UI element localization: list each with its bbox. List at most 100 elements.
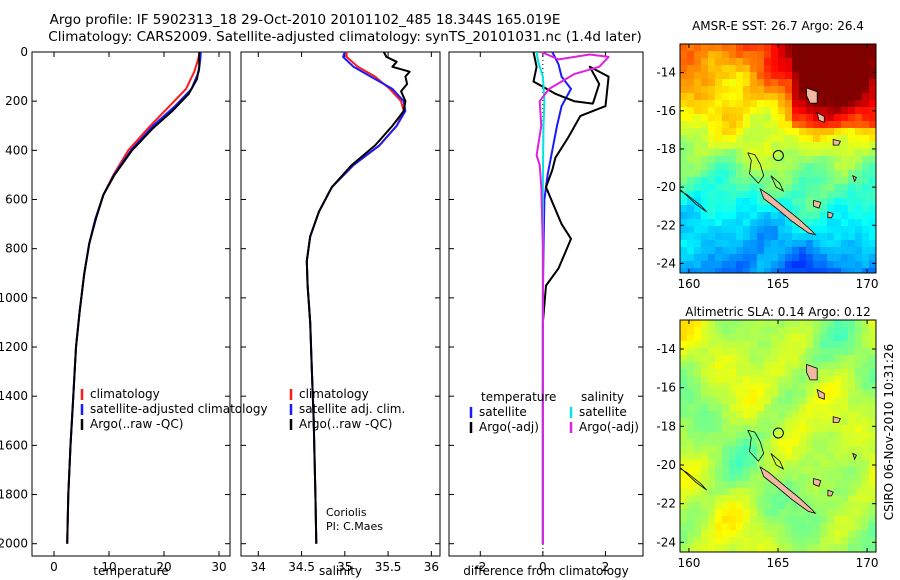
sst-cell [680,198,688,206]
sla-cell [834,355,842,363]
sla-cell [841,341,849,349]
sst-cell [722,100,730,108]
sla-cell [715,320,723,328]
sst-cell [820,100,828,108]
sst-cell [834,156,842,164]
sst-cell [799,107,807,115]
sla-cell [680,397,688,405]
sla-cell [708,404,716,412]
map-x-tick-label: 160 [677,277,700,291]
sst-cell [764,121,772,129]
sla-cell [778,495,786,503]
sst-cell [841,219,849,227]
sla-cell [799,474,807,482]
sst-cell [806,184,814,192]
sst-cell [848,205,856,213]
sla-cell [841,495,849,503]
sst-cell [820,240,828,248]
sla-cell [715,502,723,510]
sst-cell [862,58,870,66]
sla-cell [869,341,876,349]
sst-cell [806,121,814,129]
map-y-tick-label: -14 [656,342,676,356]
sla-cell [785,320,793,328]
sla-cell [680,425,688,433]
sla-cell [680,544,688,552]
legend-entry: climatology [90,387,160,401]
sst-cell [708,86,716,94]
sla-cell [743,376,751,384]
sst-cell [806,268,814,273]
sst-cell [715,142,723,150]
sst-cell [834,212,842,220]
sla-cell [722,439,730,447]
sla-cell [792,376,800,384]
sla-cell [799,362,807,370]
sla-cell [708,348,716,356]
sla-cell [736,376,744,384]
sla-cell [785,439,793,447]
sla-cell [757,509,765,517]
sla-cell [820,495,828,503]
sla-cell [778,537,786,545]
sst-cell [813,44,821,52]
sla-cell [757,495,765,503]
sst-cell [736,86,744,94]
sla-cell [708,341,716,349]
sst-cell [687,233,695,241]
sst-cell [701,205,709,213]
sst-cell [764,51,772,59]
sla-cell [848,446,856,454]
sst-cell [729,191,737,199]
sla-cell [855,376,863,384]
sla-cell [841,446,849,454]
sst-cell [743,135,751,143]
sst-cell [855,254,863,262]
sst-cell [736,72,744,80]
sla-cell [764,523,772,531]
sst-cell [729,226,737,234]
sst-cell [750,240,758,248]
sst-cell [869,135,876,143]
sla-cell [764,432,772,440]
sst-cell [757,65,765,73]
sla-cell [694,432,702,440]
sst-cell [701,149,709,157]
sst-cell [841,226,849,234]
island-vanuatu-espiritu [806,87,818,104]
sst-cell [729,219,737,227]
sst-cell [694,93,702,101]
sst-cell [827,247,835,255]
sla-cell [750,502,758,510]
x-axis-label: salinity [319,564,362,578]
sla-cell [792,418,800,426]
sla-cell [806,355,814,363]
x-axis-label: temperature [93,564,168,578]
sst-cell [729,72,737,80]
sla-cell [708,411,716,419]
sst-cell [792,65,800,73]
sla-cell [862,523,870,531]
sst-cell [701,44,709,52]
sst-cell [736,233,744,241]
sla-cell [701,320,709,328]
sst-cell [729,51,737,59]
sla-cell [757,404,765,412]
sla-cell [687,439,695,447]
sst-cell [680,44,688,52]
sla-cell [694,488,702,496]
sst-cell [687,219,695,227]
sla-cell [827,516,835,524]
sst-cell [680,268,688,273]
sla-coastline [680,363,857,515]
sla-cell [806,397,814,405]
sst-cell [869,114,876,122]
sla-cell [778,334,786,342]
sst-cell [792,240,800,248]
sla-cell [841,411,849,419]
sst-cell [736,261,744,269]
sla-cell [834,488,842,496]
sst-cell [764,149,772,157]
sla-cell [701,327,709,335]
sla-cell [792,404,800,412]
